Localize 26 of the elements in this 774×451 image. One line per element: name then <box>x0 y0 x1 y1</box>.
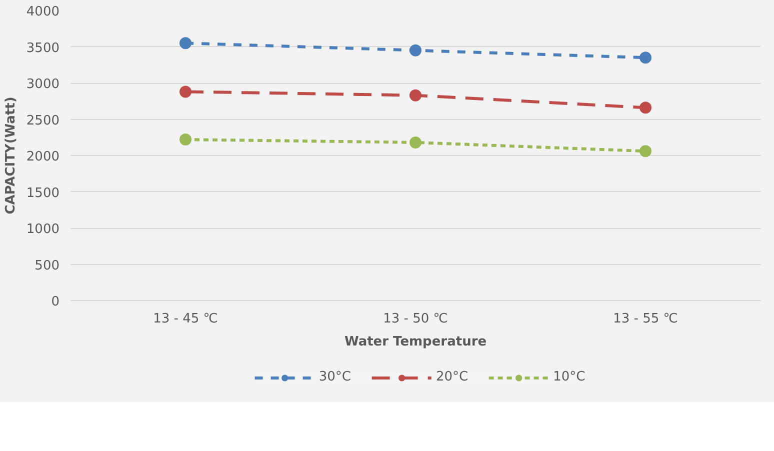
point <box>410 136 422 148</box>
y-tick-label: 4000 <box>26 4 60 20</box>
legend-label: 10°C <box>553 370 586 384</box>
y-tick-label: 2000 <box>26 150 60 164</box>
point <box>180 134 192 146</box>
y-tick-label: 0 <box>51 294 60 310</box>
y-tick-label: 2500 <box>26 113 60 128</box>
point <box>410 44 422 56</box>
point <box>180 86 192 98</box>
y-tick-label: 1500 <box>26 186 60 201</box>
x-tick-label: 13 - 45 ℃ <box>153 312 218 326</box>
y-tick-label: 3000 <box>26 77 60 92</box>
point <box>640 52 652 64</box>
point <box>180 37 192 50</box>
y-tick-label: 500 <box>34 258 60 274</box>
x-tick-label: 13 - 50 ℃ <box>383 312 448 326</box>
legend-label: 30°C <box>318 370 351 384</box>
point <box>640 145 652 158</box>
legend-label: 20°C <box>436 370 468 384</box>
x-tick-label: 13 - 55 ℃ <box>613 312 678 326</box>
y-axis-title: CAPACITY(Watt) <box>3 96 18 214</box>
point <box>640 102 652 114</box>
y-tick-label: 3500 <box>26 40 60 56</box>
point <box>410 89 422 102</box>
x-axis-title: Water Temperature <box>344 334 487 350</box>
y-tick-label: 1000 <box>26 222 60 237</box>
